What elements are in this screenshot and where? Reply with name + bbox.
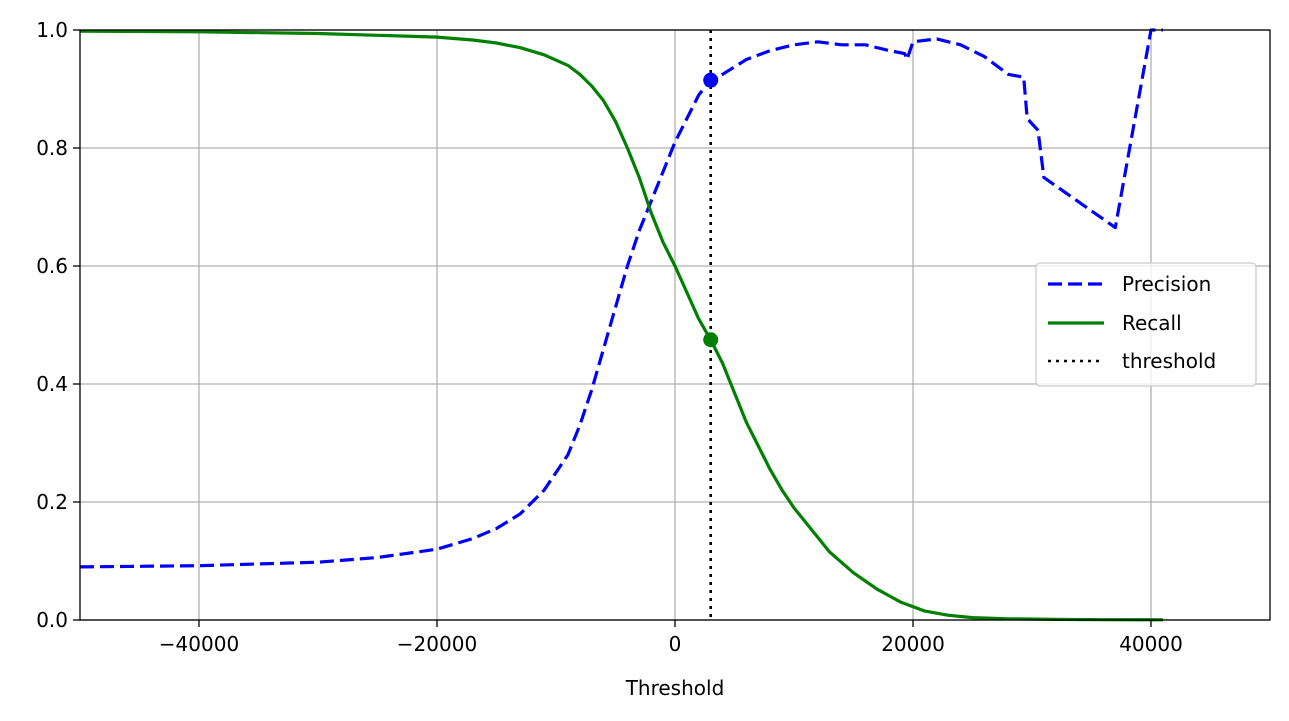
marker-precision [703, 72, 719, 88]
legend-box [1035, 262, 1257, 387]
y-tick-label-4: 0.8 [36, 136, 68, 160]
plot-lines [79, 28, 1163, 622]
marker-recall [703, 332, 719, 348]
x-tick-label-1: −20000 [397, 632, 477, 656]
legend-label-threshold: threshold [1122, 349, 1216, 373]
y-tick-label-5: 1.0 [36, 18, 68, 42]
x-tick-label-2: 0 [669, 632, 682, 656]
x-axis-label: Threshold [625, 676, 725, 700]
x-tick-label-4: 40000 [1119, 632, 1183, 656]
y-tick-label-3: 0.6 [36, 254, 68, 278]
legend-label-precision: Precision [1122, 272, 1211, 296]
legend-label-recall: Recall [1122, 311, 1182, 335]
ticks: −40000 −20000 0 20000 40000 0.0 0.2 0.4 0.6 0.8 1.… [36, 18, 1183, 656]
x-tick-label-3: 20000 [881, 632, 945, 656]
y-tick-label-0: 0.0 [36, 608, 68, 632]
series-line-recall [79, 29, 1163, 622]
x-tick-label-0: −40000 [159, 632, 239, 656]
legend: Precision Recall threshold [1035, 262, 1257, 387]
y-tick-label-2: 0.4 [36, 372, 68, 396]
y-tick-label-1: 0.2 [36, 490, 68, 514]
